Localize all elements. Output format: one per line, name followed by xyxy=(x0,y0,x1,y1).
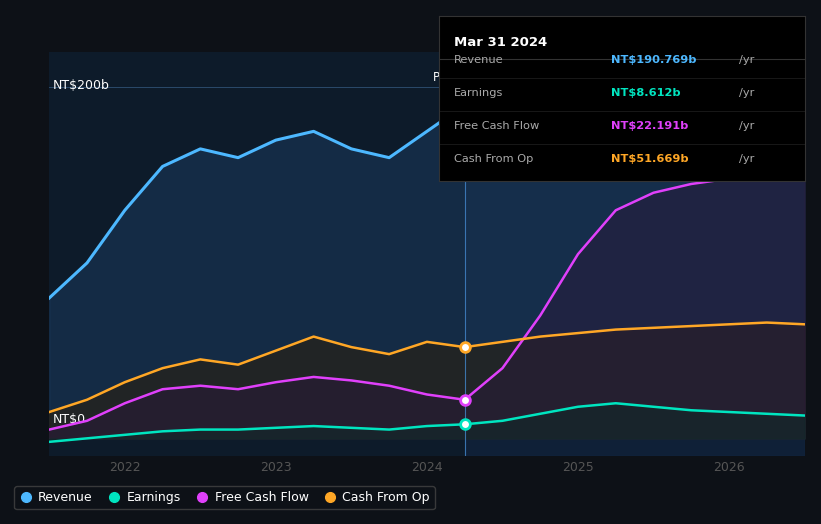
Legend: Revenue, Earnings, Free Cash Flow, Cash From Op: Revenue, Earnings, Free Cash Flow, Cash … xyxy=(15,486,435,509)
Text: Earnings: Earnings xyxy=(454,89,503,99)
Text: Revenue: Revenue xyxy=(454,56,503,66)
Text: NT$190.769b: NT$190.769b xyxy=(611,56,696,66)
Text: NT$51.669b: NT$51.669b xyxy=(611,155,689,165)
Text: /yr: /yr xyxy=(739,155,754,165)
Text: NT$8.612b: NT$8.612b xyxy=(611,89,681,99)
Text: NT$200b: NT$200b xyxy=(53,79,110,92)
Text: Past: Past xyxy=(433,71,457,84)
Text: Analysts Forecasts: Analysts Forecasts xyxy=(472,71,582,84)
Text: Mar 31 2024: Mar 31 2024 xyxy=(454,36,547,49)
Text: Free Cash Flow: Free Cash Flow xyxy=(454,122,539,132)
Text: /yr: /yr xyxy=(739,89,754,99)
Text: NT$0: NT$0 xyxy=(53,412,86,425)
Bar xyxy=(465,52,805,456)
Text: Cash From Op: Cash From Op xyxy=(454,155,533,165)
Text: NT$22.191b: NT$22.191b xyxy=(611,122,688,132)
Text: /yr: /yr xyxy=(739,56,754,66)
Text: /yr: /yr xyxy=(739,122,754,132)
